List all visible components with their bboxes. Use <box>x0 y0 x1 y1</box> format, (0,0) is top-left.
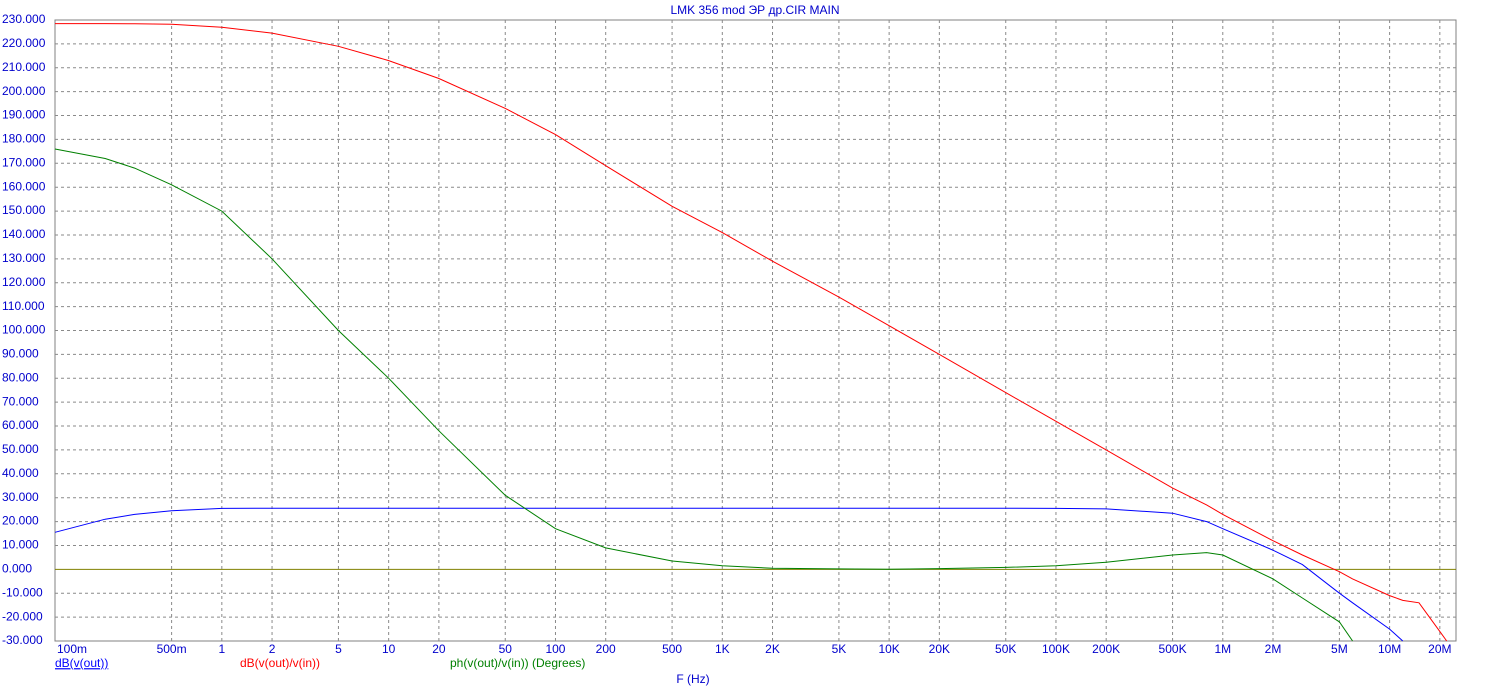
x-tick-label: 50K <box>995 642 1016 656</box>
x-tick-label: 10 <box>382 642 396 656</box>
x-tick-label: 2M <box>1265 642 1282 656</box>
x-tick-label: 10K <box>878 642 899 656</box>
x-tick-label: 5M <box>1331 642 1348 656</box>
y-tick-label: 0.000 <box>2 562 32 576</box>
x-tick-label: 200 <box>596 642 616 656</box>
y-tick-label: 90.000 <box>2 347 39 361</box>
y-tick-label: 30.000 <box>2 490 39 504</box>
series-line <box>54 507 1404 642</box>
x-tick-label: 20M <box>1428 642 1451 656</box>
y-tick-label: 80.000 <box>2 370 39 384</box>
x-tick-label: 20 <box>432 642 446 656</box>
x-tick-label: 1K <box>715 642 730 656</box>
y-tick-label: 100.000 <box>2 323 46 337</box>
x-axis-label: F (Hz) <box>676 672 709 686</box>
y-tick-label: 150.000 <box>2 203 46 217</box>
y-tick-label: 50.000 <box>2 442 39 456</box>
y-tick-label: 40.000 <box>2 466 39 480</box>
x-tick-label: 200K <box>1092 642 1120 656</box>
legend-entry: dB(v(out)/v(in)) <box>240 656 320 670</box>
x-tick-label: 5 <box>335 642 342 656</box>
x-tick-label: 2K <box>765 642 780 656</box>
y-tick-label: 180.000 <box>2 132 46 146</box>
series-line <box>55 23 1448 642</box>
y-tick-label: -10.000 <box>2 585 43 599</box>
x-tick-label: 100K <box>1042 642 1070 656</box>
x-tick-label: 500m <box>157 642 187 656</box>
x-tick-label: 100 <box>545 642 565 656</box>
y-tick-label: -30.000 <box>2 633 43 647</box>
x-tick-label: 500 <box>662 642 682 656</box>
y-tick-label: 70.000 <box>2 394 39 408</box>
x-tick-label: 500K <box>1159 642 1187 656</box>
x-tick-label: 1M <box>1214 642 1231 656</box>
x-tick-label: 100m <box>57 642 87 656</box>
legend-entry: dB(v(out)) <box>55 656 108 670</box>
x-tick-label: 1 <box>218 642 225 656</box>
x-tick-label: 10M <box>1378 642 1401 656</box>
y-tick-label: 20.000 <box>2 514 39 528</box>
y-tick-label: 220.000 <box>2 36 46 50</box>
x-tick-label: 20K <box>929 642 950 656</box>
chart-title: LMK 356 mod ЭР др.CIR MAIN <box>670 3 839 17</box>
y-tick-label: 130.000 <box>2 251 46 265</box>
x-tick-label: 5K <box>832 642 847 656</box>
y-tick-label: 200.000 <box>2 84 46 98</box>
y-tick-label: 170.000 <box>2 155 46 169</box>
y-tick-label: 230.000 <box>2 12 46 26</box>
legend-entry: ph(v(out)/v(in)) (Degrees) <box>450 656 585 670</box>
x-tick-label: 2 <box>269 642 276 656</box>
y-tick-label: 120.000 <box>2 275 46 289</box>
y-tick-label: 190.000 <box>2 108 46 122</box>
y-tick-label: -20.000 <box>2 609 43 623</box>
y-tick-label: 210.000 <box>2 60 46 74</box>
x-tick-label: 50 <box>499 642 513 656</box>
y-tick-label: 140.000 <box>2 227 46 241</box>
y-tick-label: 60.000 <box>2 418 39 432</box>
y-tick-label: 10.000 <box>2 538 39 552</box>
series-line <box>54 148 1354 642</box>
y-tick-label: 160.000 <box>2 179 46 193</box>
y-tick-label: 110.000 <box>2 299 45 313</box>
